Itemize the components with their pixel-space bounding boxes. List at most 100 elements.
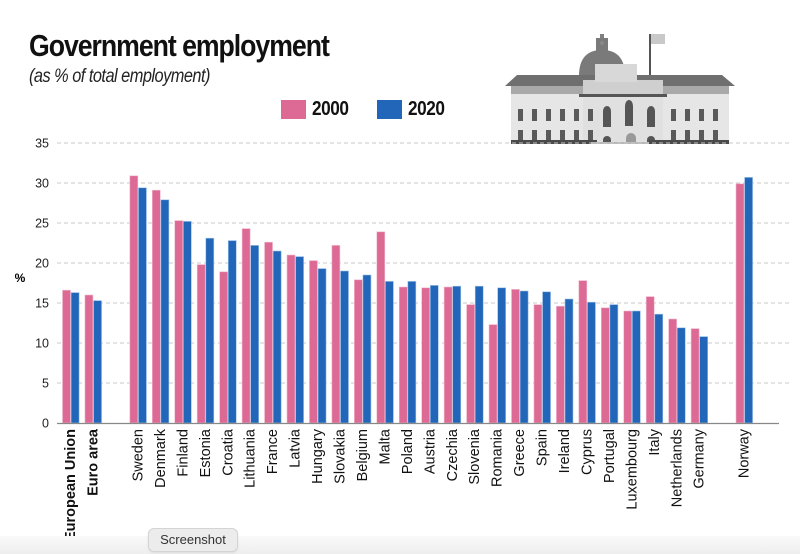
x-tick-label: Finland — [175, 429, 191, 477]
x-tick-label: Norway — [737, 428, 753, 478]
bar-2020-malta — [385, 281, 394, 424]
y-tick-label: 5 — [42, 377, 49, 391]
bar-2020-norway — [744, 177, 753, 424]
bar-2020-greece — [519, 290, 529, 424]
x-tick-label: Latvia — [288, 428, 304, 468]
x-tick-label: Netherlands — [669, 429, 685, 507]
bar-2020-finland — [183, 221, 192, 424]
legend-label-2020: 2020 — [408, 98, 445, 120]
bar-2000-european-union — [62, 289, 71, 424]
x-tick-label: Italy — [647, 428, 663, 455]
x-tick-label: Slovakia — [333, 428, 349, 484]
bar-2020-luxembourg — [632, 310, 641, 424]
x-tick-label: European Union — [63, 429, 79, 541]
bar-2020-poland — [407, 281, 417, 424]
x-tick-label: Hungary — [310, 428, 326, 484]
bar-2020-euro-area — [93, 300, 102, 424]
bar-2020-slovakia — [340, 270, 349, 424]
bar-2020-lithuania — [250, 245, 259, 424]
chart-title: Government employment — [29, 28, 330, 63]
bar-2000-sweden — [129, 175, 139, 424]
x-tick-label: Croatia — [220, 428, 236, 476]
x-tick-label: Spain — [535, 429, 551, 466]
bar-2000-greece — [511, 289, 520, 424]
bar-2020-italy — [654, 313, 664, 424]
bar-2020-belgium — [362, 274, 372, 424]
bar-2020-spain — [542, 291, 551, 424]
legend-swatch-2020 — [377, 100, 402, 119]
bar-2000-italy — [645, 296, 655, 424]
x-tick-label: Austria — [422, 428, 438, 474]
bar-2000-latvia — [286, 254, 296, 424]
bar-2020-hungary — [317, 268, 327, 424]
bar-2020-netherlands — [676, 327, 686, 424]
bar-2000-slovakia — [331, 245, 341, 424]
x-tick-label: Czechia — [445, 428, 461, 481]
bar-2000-slovenia — [466, 304, 475, 424]
x-tick-label: Belgium — [355, 429, 371, 481]
bar-2000-lithuania — [241, 228, 251, 424]
x-tick-label: Luxembourg — [624, 429, 640, 510]
bar-2020-ireland — [564, 298, 574, 424]
x-tick-label: Lithuania — [243, 428, 259, 488]
bar-2020-estonia — [205, 237, 215, 424]
bar-2000-euro-area — [84, 294, 94, 424]
y-tick-label: 15 — [35, 297, 49, 311]
bar-2000-denmark — [152, 189, 161, 424]
bar-2000-spain — [533, 304, 543, 424]
bar-2000-belgium — [354, 279, 363, 424]
x-tick-label: Slovenia — [467, 428, 483, 485]
legend-item-2000: 2000 — [281, 98, 355, 121]
x-tick-label: Denmark — [153, 428, 169, 488]
bar-2000-poland — [398, 286, 408, 424]
bar-2000-romania — [488, 324, 498, 424]
y-axis-label: % — [15, 271, 26, 285]
bar-2000-france — [264, 241, 273, 424]
bar-2000-portugal — [600, 307, 610, 424]
bar-2000-croatia — [219, 271, 228, 424]
x-tick-label: Greece — [512, 429, 528, 477]
x-tick-label: Euro area — [86, 428, 102, 496]
axes: 0 5 10 15 20 25 30 35 European Union Euro area Swe… — [35, 137, 779, 541]
bar-2000-netherlands — [668, 318, 677, 424]
chart-subtitle: (as % of total employment) — [29, 66, 210, 87]
bottom-bar — [0, 536, 800, 554]
x-tick-label: Portugal — [602, 429, 618, 483]
bar-2000-norway — [735, 183, 745, 424]
y-tick-label: 20 — [35, 257, 49, 271]
bar-2000-hungary — [309, 260, 318, 424]
x-tick-label: Cyprus — [579, 429, 595, 475]
bar-2020-european-union — [70, 292, 80, 424]
y-tick-label: 30 — [35, 177, 49, 191]
bar-2000-ireland — [556, 305, 565, 424]
x-tick-label: Romania — [490, 428, 506, 487]
bar-2020-croatia — [227, 240, 237, 424]
screenshot-tooltip[interactable]: Screenshot — [148, 528, 238, 552]
government-building-icon — [505, 34, 735, 144]
bar-2020-romania — [497, 287, 506, 424]
x-tick-label: Poland — [400, 429, 416, 474]
x-tick-label: Estonia — [198, 428, 214, 477]
bar-2020-latvia — [295, 256, 304, 424]
bars — [62, 175, 753, 424]
bar-2020-sweden — [138, 187, 147, 424]
y-tick-label: 10 — [35, 337, 49, 351]
bar-2020-czechia — [452, 285, 462, 424]
legend-swatch-2000 — [281, 100, 306, 119]
legend-item-2020: 2020 — [377, 98, 451, 121]
bar-2000-austria — [421, 287, 431, 424]
x-tick-label: Sweden — [130, 429, 146, 481]
y-tick-label: 35 — [35, 137, 49, 151]
bar-2000-malta — [376, 231, 386, 424]
bar-2000-estonia — [196, 264, 206, 424]
x-tick-label: Ireland — [557, 429, 573, 473]
bar-2020-denmark — [160, 199, 170, 424]
x-tick-label: France — [265, 429, 281, 474]
bar-2000-germany — [690, 328, 700, 424]
bar-2020-portugal — [609, 304, 619, 424]
bar-2000-finland — [174, 220, 184, 424]
x-tick-label: Germany — [692, 428, 708, 488]
bar-2020-france — [272, 250, 282, 424]
bar-2020-austria — [429, 285, 439, 424]
